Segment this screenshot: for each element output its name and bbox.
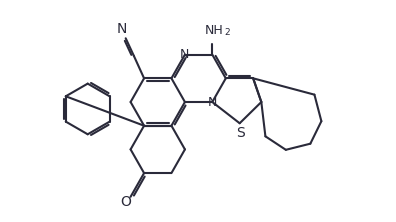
Text: O: O: [120, 195, 131, 209]
Text: N: N: [116, 22, 127, 36]
Text: N: N: [208, 95, 217, 109]
Text: 2: 2: [225, 28, 230, 37]
Text: NH: NH: [205, 24, 224, 37]
Text: N: N: [179, 48, 189, 61]
Text: S: S: [236, 127, 245, 141]
